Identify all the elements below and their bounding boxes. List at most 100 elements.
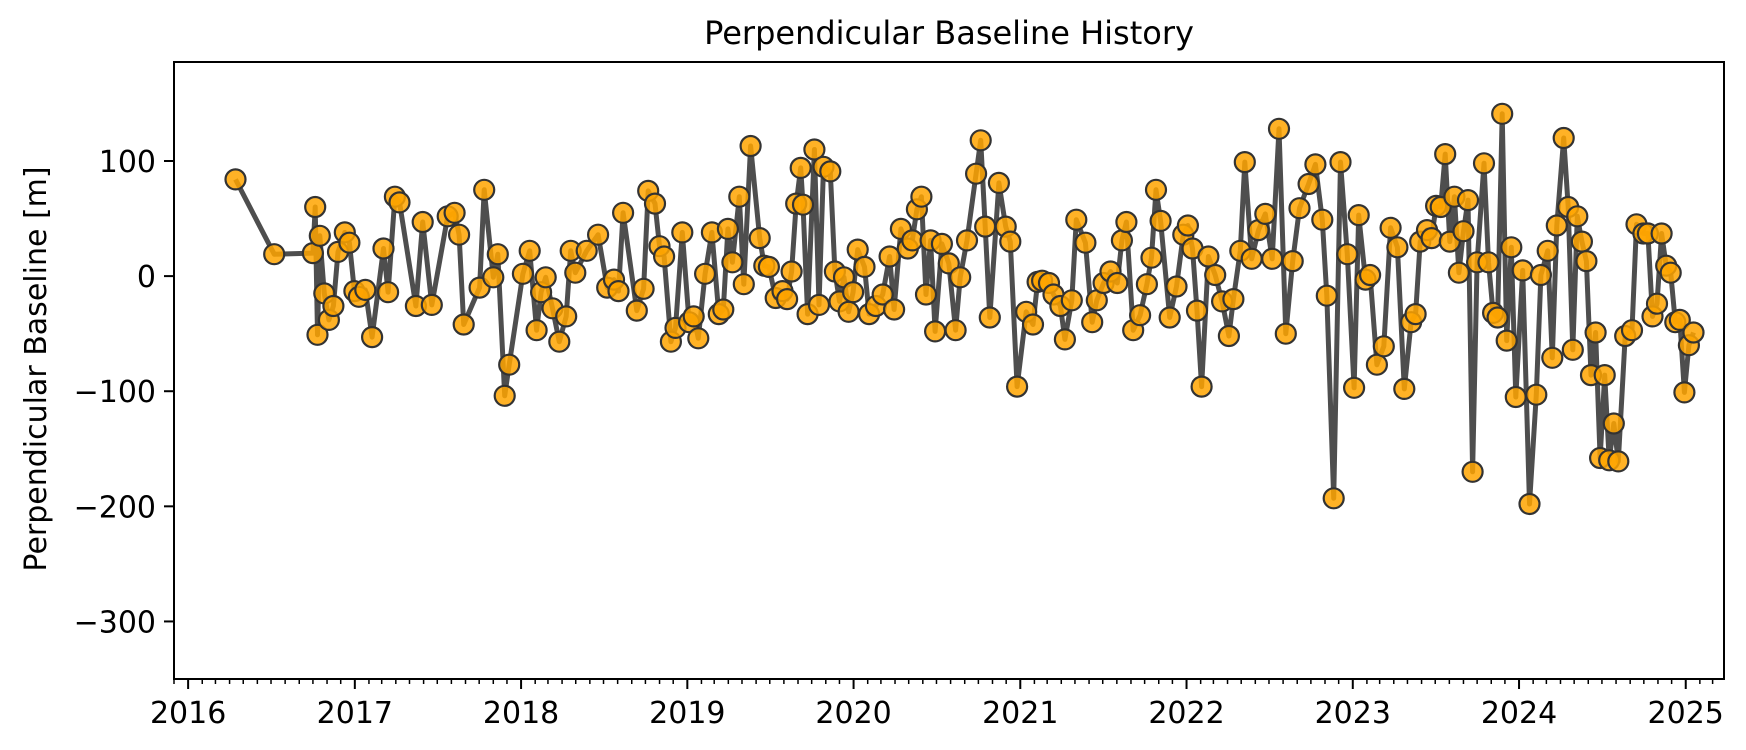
- data-point: [1347, 204, 1370, 227]
- data-point: [1552, 126, 1575, 150]
- data-point: [1233, 151, 1256, 174]
- data-point: [978, 306, 1001, 329]
- y-tick-label: 0: [137, 260, 156, 295]
- data-point: [1240, 247, 1263, 270]
- data-point: [322, 294, 345, 318]
- data-point: [671, 221, 694, 244]
- data-point: [878, 245, 901, 268]
- y-axis-ticks: 100 0 −100 −200 −300: [74, 145, 174, 640]
- data-point: [732, 273, 755, 296]
- data-point: [1645, 292, 1669, 315]
- data-point: [871, 283, 894, 306]
- data-point: [1060, 289, 1083, 312]
- data-point: [575, 239, 598, 262]
- x-tick-label: 2023: [1315, 696, 1391, 731]
- data-point: [1074, 231, 1097, 254]
- data-point: [452, 313, 475, 336]
- data-point: [1005, 375, 1029, 398]
- data-point: [1065, 208, 1088, 231]
- data-point: [518, 239, 541, 262]
- data-point: [1536, 239, 1559, 262]
- data-point: [1486, 306, 1509, 329]
- data-point: [1165, 275, 1188, 298]
- data-point: [1452, 220, 1475, 243]
- data-point: [1434, 143, 1457, 166]
- data-point: [1342, 376, 1366, 399]
- data-point: [1149, 209, 1172, 232]
- data-point: [712, 298, 735, 321]
- data-point: [944, 319, 967, 342]
- data-point: [1254, 202, 1277, 225]
- data-point: [1288, 197, 1311, 220]
- data-point: [1144, 178, 1168, 201]
- data-point: [1447, 261, 1471, 284]
- data-point: [625, 299, 648, 322]
- x-tick-label: 2016: [150, 696, 226, 731]
- data-point: [1566, 205, 1589, 228]
- data-point: [611, 201, 635, 224]
- data-point: [1274, 322, 1297, 345]
- data-point: [1336, 243, 1359, 266]
- data-point: [1472, 152, 1496, 175]
- data-point: [1541, 346, 1564, 369]
- data-point: [1477, 251, 1500, 274]
- data-point: [555, 305, 578, 328]
- data-point: [687, 327, 710, 350]
- data-point: [999, 230, 1022, 253]
- data-point: [1281, 250, 1304, 273]
- data-point: [1379, 216, 1402, 239]
- x-tick-label: 2025: [1648, 696, 1724, 731]
- data-point: [1053, 328, 1077, 351]
- data-point: [1668, 308, 1691, 331]
- data-point: [372, 237, 395, 260]
- data-point: [443, 201, 466, 224]
- data-point: [308, 224, 331, 247]
- data-point: [1393, 377, 1416, 400]
- data-point: [1673, 381, 1696, 404]
- data-point: [682, 305, 705, 328]
- data-point: [1315, 284, 1338, 307]
- data-point: [780, 260, 803, 283]
- data-point: [923, 320, 947, 343]
- data-point: [525, 319, 548, 342]
- data-point: [338, 231, 361, 254]
- y-tick-label: 100: [99, 145, 156, 180]
- data-point: [607, 280, 630, 303]
- data-point: [1190, 375, 1213, 398]
- data-point: [388, 191, 411, 214]
- data-point: [354, 278, 377, 301]
- data-point: [1128, 304, 1152, 327]
- x-tick-label: 2019: [649, 696, 725, 731]
- data-point: [306, 323, 329, 346]
- data-point: [304, 195, 327, 219]
- data-point: [377, 281, 400, 304]
- data-point: [1297, 172, 1320, 196]
- data-point: [1329, 151, 1352, 174]
- data-point: [1570, 230, 1594, 253]
- x-tick-label: 2024: [1481, 696, 1557, 731]
- data-point: [728, 185, 751, 208]
- data-point: [1495, 329, 1518, 352]
- data-point: [493, 384, 516, 407]
- data-point: [819, 160, 842, 183]
- data-point: [473, 178, 496, 201]
- data-point: [1584, 321, 1607, 344]
- data-point: [775, 288, 799, 311]
- data-point: [1197, 245, 1220, 268]
- data-point: [1176, 214, 1200, 237]
- data-point: [482, 266, 505, 289]
- data-point: [1593, 364, 1616, 387]
- data-point: [930, 232, 954, 255]
- data-point: [1372, 335, 1395, 358]
- data-point: [1304, 153, 1327, 176]
- data-point: [652, 245, 676, 268]
- data-point: [914, 283, 938, 306]
- data-point: [486, 243, 509, 266]
- data-point: [1491, 102, 1514, 125]
- data-point: [910, 185, 933, 208]
- data-point: [534, 266, 557, 289]
- data-point: [564, 261, 587, 284]
- data-point: [1261, 247, 1284, 270]
- data-point: [224, 168, 247, 191]
